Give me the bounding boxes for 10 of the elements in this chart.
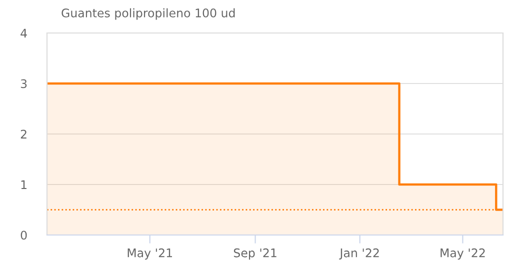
x-tick-label: Jan '22 [339,248,379,260]
y-tick-label: 4 [20,28,27,38]
x-tick-label: Sep '21 [234,248,276,260]
y-tick-label: 0 [20,230,27,240]
chart-title: Guantes polipropileno 100 ud [62,8,235,20]
x-tick-label: May '21 [128,248,172,260]
y-tick-label: 3 [20,79,27,88]
x-tick-label: May '22 [440,248,485,260]
y-tick-label: 2 [20,130,26,138]
y-tick-label: 1 [21,180,26,189]
